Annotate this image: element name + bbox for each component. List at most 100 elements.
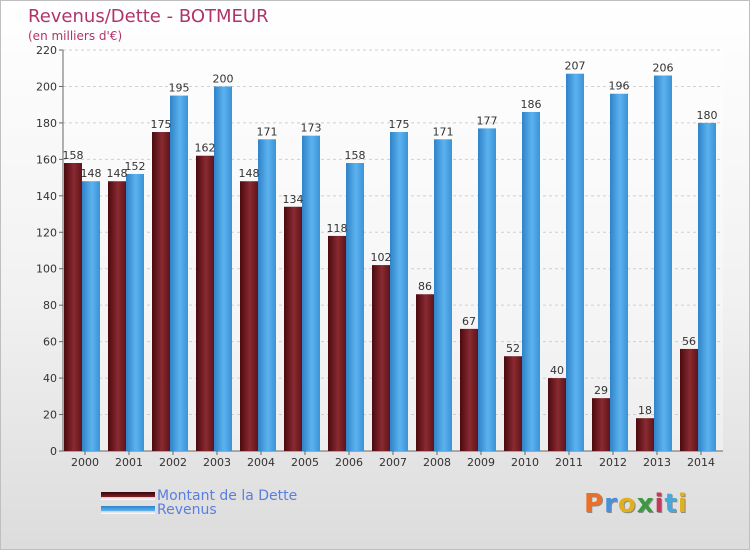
bar-debt (284, 206, 302, 451)
data-label-revenue: 206 (653, 62, 674, 75)
bar-debt (548, 378, 566, 451)
x-tick-label: 2013 (643, 456, 671, 469)
y-tick-label: 20 (43, 409, 57, 422)
data-label-debt: 148 (107, 167, 128, 180)
data-label-debt: 175 (151, 118, 172, 131)
bar-debt (152, 132, 170, 452)
bar-debt (240, 181, 258, 451)
bar-debt (328, 235, 346, 451)
x-tick-label: 2009 (467, 456, 495, 469)
bar-debt (108, 181, 126, 451)
x-tick-label: 2000 (71, 456, 99, 469)
data-label-revenue: 148 (81, 167, 102, 180)
bar-revenue (258, 139, 276, 451)
x-tick-label: 2005 (291, 456, 319, 469)
bar-revenue (478, 128, 496, 452)
y-tick-label: 100 (36, 263, 57, 276)
data-label-revenue: 180 (697, 109, 718, 122)
legend-item-revenue: Revenus (101, 502, 217, 518)
data-label-debt: 18 (638, 404, 652, 417)
logo-letter: x (636, 489, 655, 519)
bar-debt (460, 328, 478, 451)
data-label-revenue: 152 (125, 160, 146, 173)
bar-debt (372, 265, 390, 451)
y-tick-label: 180 (36, 117, 57, 130)
data-label-debt: 148 (239, 167, 260, 180)
bar-debt (64, 163, 82, 451)
bar-revenue (654, 75, 672, 451)
data-label-debt: 118 (327, 222, 348, 235)
legend-swatch-debt (101, 492, 155, 500)
bar-revenue (610, 93, 628, 451)
data-label-debt: 134 (283, 193, 304, 206)
y-tick-label: 160 (36, 153, 57, 166)
y-tick-label: 60 (43, 336, 57, 349)
bar-debt (592, 398, 610, 451)
data-label-revenue: 171 (257, 125, 278, 138)
y-tick-label: 40 (43, 372, 57, 385)
data-label-revenue: 195 (169, 82, 190, 95)
bar-revenue (214, 86, 232, 452)
x-tick-label: 2001 (115, 456, 143, 469)
bar-debt (196, 155, 214, 451)
data-label-debt: 67 (462, 315, 476, 328)
bar-revenue (390, 132, 408, 452)
bar-revenue (566, 73, 584, 451)
bar-debt (504, 356, 522, 451)
data-label-revenue: 158 (345, 149, 366, 162)
proxiti-logo: Proxiti (584, 489, 688, 519)
chart-subtitle: (en milliers d'€) (28, 29, 123, 43)
bar-debt (680, 348, 698, 451)
x-tick-label: 2002 (159, 456, 187, 469)
x-tick-label: 2007 (379, 456, 407, 469)
y-tick-label: 140 (36, 190, 57, 203)
legend-swatch-revenue (101, 506, 155, 514)
data-label-debt: 56 (682, 335, 696, 348)
chart-title: Revenus/Dette - BOTMEUR (28, 6, 269, 27)
bar-revenue (346, 163, 364, 451)
bar-revenue (522, 111, 540, 452)
logo-letter: t (664, 489, 678, 519)
bar-debt (416, 294, 434, 451)
bar-revenue (82, 181, 100, 451)
x-tick-label: 2010 (511, 456, 539, 469)
data-label-debt: 102 (371, 251, 392, 264)
data-label-revenue: 171 (433, 125, 454, 138)
data-label-debt: 52 (506, 342, 520, 355)
bar-revenue (170, 95, 188, 452)
bar-revenue (126, 173, 144, 452)
y-tick-label: 120 (36, 226, 57, 239)
x-tick-label: 2006 (335, 456, 363, 469)
x-tick-label: 2004 (247, 456, 275, 469)
data-label-debt: 162 (195, 142, 216, 155)
y-tick-label: 200 (36, 80, 57, 93)
data-label-revenue: 200 (213, 72, 234, 85)
legend-label-debt: Montant de la Dette (157, 488, 298, 504)
bars (64, 73, 716, 452)
bar-debt (636, 418, 654, 451)
logo-letter: r (604, 489, 618, 519)
logo-letter: P (584, 489, 605, 519)
logo-letter: i (654, 489, 665, 519)
x-tick-label: 2014 (687, 456, 715, 469)
data-label-revenue: 175 (389, 118, 410, 131)
legend-label-revenue: Revenus (157, 502, 217, 518)
data-label-revenue: 173 (301, 122, 322, 135)
logo-letter: o (617, 489, 637, 519)
x-tick-label: 2008 (423, 456, 451, 469)
x-tick-label: 2003 (203, 456, 231, 469)
y-tick-label: 220 (36, 44, 57, 57)
y-tick-label: 0 (50, 445, 57, 458)
data-label-debt: 86 (418, 280, 432, 293)
bar-revenue (302, 135, 320, 451)
data-label-revenue: 196 (609, 80, 630, 93)
data-label-revenue: 186 (521, 98, 542, 111)
data-label-debt: 158 (63, 149, 84, 162)
y-tick-label: 80 (43, 299, 57, 312)
data-label-debt: 29 (594, 384, 608, 397)
data-label-revenue: 177 (477, 114, 498, 127)
data-label-revenue: 207 (565, 60, 586, 73)
